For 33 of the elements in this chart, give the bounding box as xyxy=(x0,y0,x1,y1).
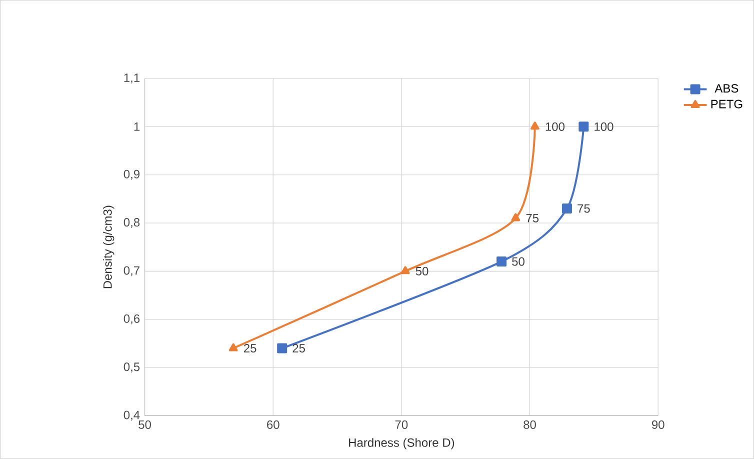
point xyxy=(277,343,288,354)
y-axis-title: Density (g/cm3) xyxy=(103,206,114,288)
legend-label: PETG xyxy=(711,100,742,108)
legend-label: ABS xyxy=(714,84,738,93)
y-tick-label: 0,9 xyxy=(124,170,140,180)
y-tick-label: 0,7 xyxy=(124,266,140,276)
annotation: 100 xyxy=(546,122,565,132)
point xyxy=(400,266,410,274)
point xyxy=(228,343,238,352)
annotation: 50 xyxy=(512,257,524,266)
y-tick-label: 0,6 xyxy=(124,314,140,324)
x-tick-label: 90 xyxy=(652,420,664,430)
point xyxy=(496,256,507,267)
point xyxy=(578,122,589,132)
y-tick-label: 0,4 xyxy=(124,410,140,421)
point xyxy=(530,122,540,130)
annotation: 75 xyxy=(526,214,539,222)
x-axis-title: Hardness (Shore D) xyxy=(349,438,454,450)
x-tick-label: 70 xyxy=(395,420,408,430)
x-tick-label: 80 xyxy=(524,420,536,430)
annotation: 50 xyxy=(416,267,428,276)
annotation: 100 xyxy=(594,122,614,132)
x-tick-label: 50 xyxy=(138,420,151,430)
point xyxy=(562,204,572,214)
y-tick-label: 0,8 xyxy=(124,218,140,228)
annotation: 25 xyxy=(292,344,305,353)
x-tick-label: 60 xyxy=(267,420,280,430)
y-tick-label: 1 xyxy=(134,122,140,131)
y-tick-label: 0,5 xyxy=(124,362,140,373)
y-tick-label: 1,1 xyxy=(124,74,140,84)
point xyxy=(511,213,520,222)
annotation: 25 xyxy=(244,344,256,353)
annotation: 75 xyxy=(578,204,590,213)
